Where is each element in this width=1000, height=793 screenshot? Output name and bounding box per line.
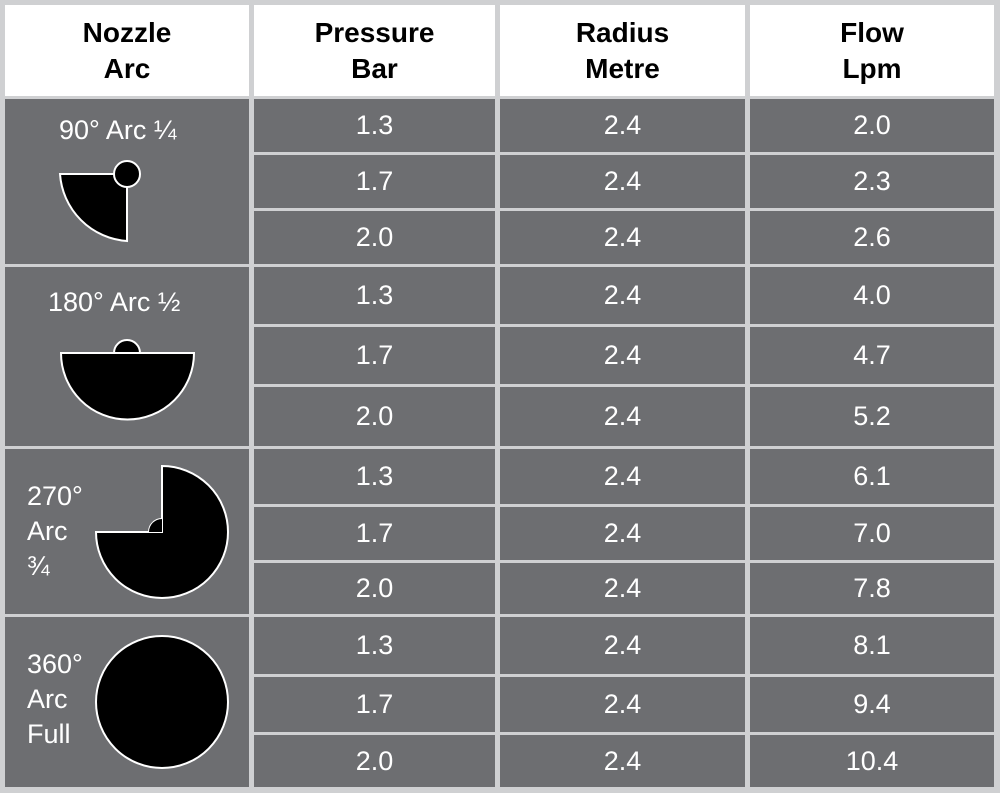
radius-cell: 2.4: [500, 677, 745, 732]
pressure-cell: 1.7: [254, 155, 495, 208]
pressure-cell: 2.0: [254, 211, 495, 264]
pressure-cell: 1.3: [254, 449, 495, 504]
flow-cell: 6.1: [750, 449, 994, 504]
radius-cell: 2.4: [500, 155, 745, 208]
header-radius: Radius Metre: [500, 5, 745, 96]
flow-cell: 4.0: [750, 267, 994, 324]
header-line: Pressure: [314, 16, 435, 48]
radius-cell: 2.4: [500, 99, 745, 152]
flow-cell: 9.4: [750, 677, 994, 732]
header-flow: Flow Lpm: [750, 5, 994, 96]
radius-cell: 2.4: [500, 387, 745, 446]
arc-label: Arc: [27, 684, 68, 714]
radius-cell: 2.4: [500, 449, 745, 504]
arc-cell-270: 270° Arc ¾: [5, 449, 249, 614]
header-line: Bar: [351, 52, 398, 84]
header-pressure: Pressure Bar: [254, 5, 495, 96]
radius-cell: 2.4: [500, 563, 745, 614]
flow-cell: 7.0: [750, 507, 994, 560]
header-line: Arc: [103, 52, 151, 84]
header-line: Radius: [575, 16, 670, 48]
quarter-arc-icon: [58, 160, 141, 243]
arc-label: Arc: [27, 516, 68, 546]
flow-cell: 2.0: [750, 99, 994, 152]
arc-cell-360: 360° Arc Full: [5, 617, 249, 787]
arc-cell-180: 180° Arc ½: [5, 267, 249, 446]
full-circle-arc-icon: [95, 635, 229, 769]
radius-cell: 2.4: [500, 507, 745, 560]
flow-cell: 2.6: [750, 211, 994, 264]
radius-cell: 2.4: [500, 735, 745, 787]
flow-cell: 8.1: [750, 617, 994, 674]
pressure-cell: 1.3: [254, 617, 495, 674]
flow-cell: 5.2: [750, 387, 994, 446]
flow-cell: 10.4: [750, 735, 994, 787]
pressure-cell: 1.3: [254, 267, 495, 324]
arc-cell-90: 90° Arc ¼: [5, 99, 249, 264]
flow-cell: 4.7: [750, 327, 994, 384]
radius-cell: 2.4: [500, 267, 745, 324]
pressure-cell: 1.3: [254, 99, 495, 152]
header-line: Lpm: [842, 52, 902, 84]
arc-label: 90° Arc ¼: [59, 115, 177, 145]
pressure-cell: 2.0: [254, 735, 495, 787]
radius-cell: 2.4: [500, 327, 745, 384]
pressure-cell: 2.0: [254, 563, 495, 614]
three-quarter-arc-icon: [94, 464, 229, 599]
arc-label: 360°: [27, 649, 83, 679]
arc-label: Full: [27, 719, 71, 749]
pressure-cell: 1.7: [254, 677, 495, 732]
pressure-cell: 1.7: [254, 327, 495, 384]
flow-cell: 7.8: [750, 563, 994, 614]
header-line: Flow: [840, 16, 904, 48]
pressure-cell: 1.7: [254, 507, 495, 560]
radius-cell: 2.4: [500, 211, 745, 264]
arc-label: ¾: [27, 551, 50, 581]
header-line: Metre: [585, 52, 660, 84]
arc-label: 180° Arc ½: [48, 287, 181, 317]
arc-label: 270°: [27, 481, 83, 511]
flow-cell: 2.3: [750, 155, 994, 208]
radius-cell: 2.4: [500, 617, 745, 674]
header-line: Nozzle: [82, 16, 172, 48]
header-nozzle-arc: Nozzle Arc: [5, 5, 249, 96]
half-arc-icon: [59, 339, 196, 421]
pressure-cell: 2.0: [254, 387, 495, 446]
